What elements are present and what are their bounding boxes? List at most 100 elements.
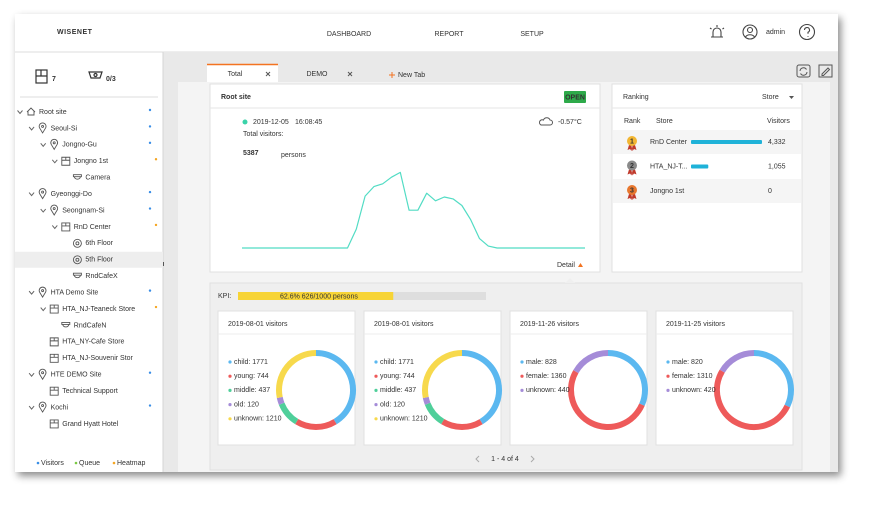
queue-icon [88, 71, 103, 79]
refresh-icon[interactable] [796, 64, 811, 78]
tree-label[interactable]: RndCafeX [85, 273, 118, 280]
site-icon [26, 107, 36, 116]
help-icon[interactable] [798, 23, 816, 41]
alarm-icon[interactable] [709, 25, 725, 38]
tree-label[interactable]: Root site [39, 109, 67, 116]
donut-segment [568, 370, 645, 430]
tree-label[interactable]: Grand Hyatt Hotel [62, 421, 118, 428]
legend-dot [36, 461, 40, 465]
dropdown[interactable]: Store [762, 94, 779, 101]
tree-label[interactable]: HTA_NJ-Teaneck Store [62, 306, 135, 313]
legend-label: old: 120 [380, 401, 405, 408]
tree-caret[interactable] [17, 110, 23, 115]
tree-label[interactable]: 5th Floor [85, 257, 113, 264]
tree-label[interactable]: RnD Center [74, 224, 112, 231]
nav-item[interactable]: REPORT [434, 31, 464, 38]
tree-label[interactable]: Camera [85, 175, 110, 182]
store-name: RnD Center [650, 139, 688, 146]
card-title: 2019-11-26 visitors [520, 321, 580, 328]
tree-caret[interactable] [28, 405, 35, 410]
donut-segment [295, 418, 337, 430]
tree-caret[interactable] [28, 192, 35, 197]
rank: 2 [630, 163, 634, 170]
legend-label: unknown: 1210 [380, 416, 428, 423]
tree-label[interactable]: Gyeonggi-Do [51, 191, 92, 198]
legend-label: middle: 437 [380, 387, 416, 394]
kpi-text: 62.6% 626/1000 persons [280, 293, 358, 300]
store-icon [49, 353, 59, 363]
detail-link[interactable]: Detail [557, 262, 575, 269]
donut-segment [441, 418, 483, 430]
status-dot [148, 289, 152, 292]
tree-label[interactable]: Jongno-Gu [62, 142, 97, 149]
tab-close[interactable] [265, 71, 271, 77]
legend-dot [228, 374, 232, 378]
panel-title: Root site [221, 94, 251, 101]
tree-label[interactable]: Technical Support [62, 388, 118, 395]
location-icon [38, 368, 47, 381]
time: 16:08:45 [295, 119, 322, 126]
nav-item[interactable]: DASHBOARD [327, 31, 371, 38]
tree-caret[interactable] [51, 225, 58, 230]
page-arrows[interactable] [475, 455, 535, 463]
tree-caret[interactable] [28, 126, 35, 131]
location-icon [50, 204, 59, 216]
tree-caret[interactable] [40, 208, 47, 213]
edit-icon[interactable] [818, 64, 833, 78]
legend-label: male: 828 [526, 359, 557, 366]
rank-bar [691, 164, 709, 169]
tree-label[interactable]: Seoul-Si [51, 125, 78, 132]
store-icon [49, 337, 59, 347]
visitors-unit: persons [281, 152, 306, 159]
tree-caret[interactable] [40, 143, 47, 148]
new-tab[interactable]: New Tab [398, 72, 425, 79]
location-icon [38, 286, 47, 298]
legend-label: female: 1310 [672, 373, 713, 380]
tree-label[interactable]: HTA_NY-Cafe Store [62, 339, 124, 346]
medal-ribbon [627, 194, 637, 200]
visitors-line [242, 171, 585, 249]
rank: 1 [630, 138, 634, 145]
new-tab-icon[interactable] [389, 72, 395, 78]
tab[interactable]: DEMO [307, 71, 329, 78]
logo: WISENET [57, 29, 93, 36]
tree-label[interactable]: Jongno 1st [74, 158, 108, 165]
tab-active-bg [207, 64, 278, 82]
tree-selected [15, 251, 163, 268]
status-dot [148, 108, 152, 112]
legend-label: child: 1771 [380, 359, 414, 366]
legend-label: Queue [79, 460, 100, 467]
legend-label: child: 1771 [234, 359, 268, 366]
dropdown-arrow [789, 96, 794, 99]
status-dot [148, 190, 152, 194]
legend-label: unknown: 1210 [234, 416, 282, 423]
legend-label: unknown: 420 [672, 387, 716, 394]
tree-label[interactable]: HTA Demo Site [51, 289, 99, 296]
tree-label[interactable]: RndCafeN [74, 322, 107, 329]
tree-label[interactable]: 6th Floor [85, 240, 113, 247]
door-icon [35, 69, 48, 84]
tab[interactable]: Total [228, 71, 243, 78]
card-title: 2019-08-01 visitors [228, 321, 288, 328]
tree-caret[interactable] [28, 372, 35, 378]
row-bg [613, 179, 801, 203]
tree-label[interactable]: Seongnam-Si [62, 207, 105, 214]
legend-label: Heatmap [117, 460, 146, 467]
rank-bar [691, 140, 762, 144]
medal-ribbon [627, 169, 637, 176]
tab-close[interactable] [347, 71, 353, 77]
tree-caret[interactable] [28, 290, 35, 295]
donut-segment [607, 350, 648, 406]
tree-label[interactable]: HTE DEMO Site [51, 372, 102, 379]
medal [627, 136, 637, 146]
tree-caret[interactable] [40, 307, 47, 312]
user-icon[interactable] [742, 24, 758, 40]
legend-dot [228, 388, 232, 392]
tree-label[interactable]: HTA_NJ-Souvenir Stor [62, 355, 133, 362]
tree-caret[interactable] [51, 159, 58, 164]
nav-item[interactable]: SETUP [520, 31, 544, 38]
header [15, 14, 838, 52]
donut-segment [276, 350, 317, 399]
tree-label[interactable]: Kochi [51, 404, 69, 411]
